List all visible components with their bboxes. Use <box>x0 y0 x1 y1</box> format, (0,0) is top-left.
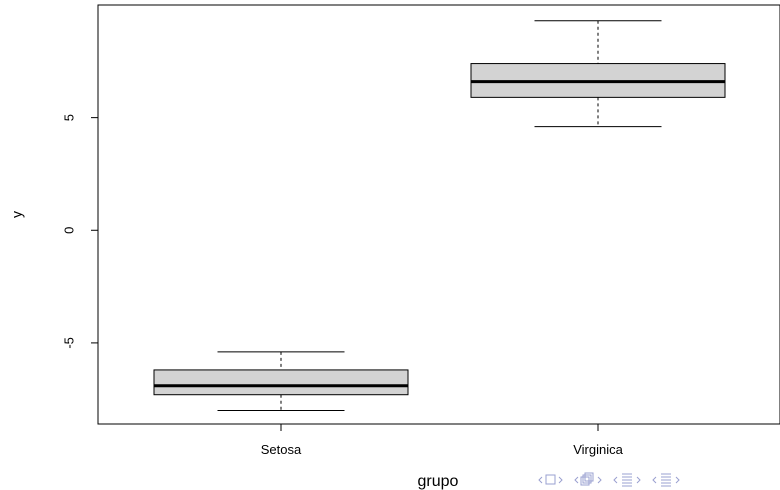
box-virginica <box>470 20 726 128</box>
y-axis: -5 0 5 <box>61 114 98 349</box>
x-axis: Setosa Virginica <box>261 424 624 457</box>
subsection-nav-icon[interactable] <box>574 472 602 486</box>
subsection-list-nav-icon[interactable] <box>652 473 680 487</box>
section-nav-icon[interactable] <box>613 473 641 487</box>
x-axis-title: grupo <box>418 473 459 490</box>
y-tick-label: -5 <box>61 337 76 349</box>
iqr-box <box>153 369 409 396</box>
plot-frame <box>97 4 780 425</box>
y-axis-title: y <box>9 211 25 218</box>
y-tick-label: 0 <box>61 227 76 234</box>
x-tick-label: Virginica <box>573 442 623 457</box>
x-tick-label: Setosa <box>261 442 302 457</box>
box-setosa <box>153 351 409 411</box>
beamer-navigation-bar[interactable] <box>538 470 778 490</box>
y-tick-label: 5 <box>61 114 76 121</box>
frame-nav-icon[interactable] <box>538 474 563 485</box>
boxes-layer <box>153 20 726 411</box>
